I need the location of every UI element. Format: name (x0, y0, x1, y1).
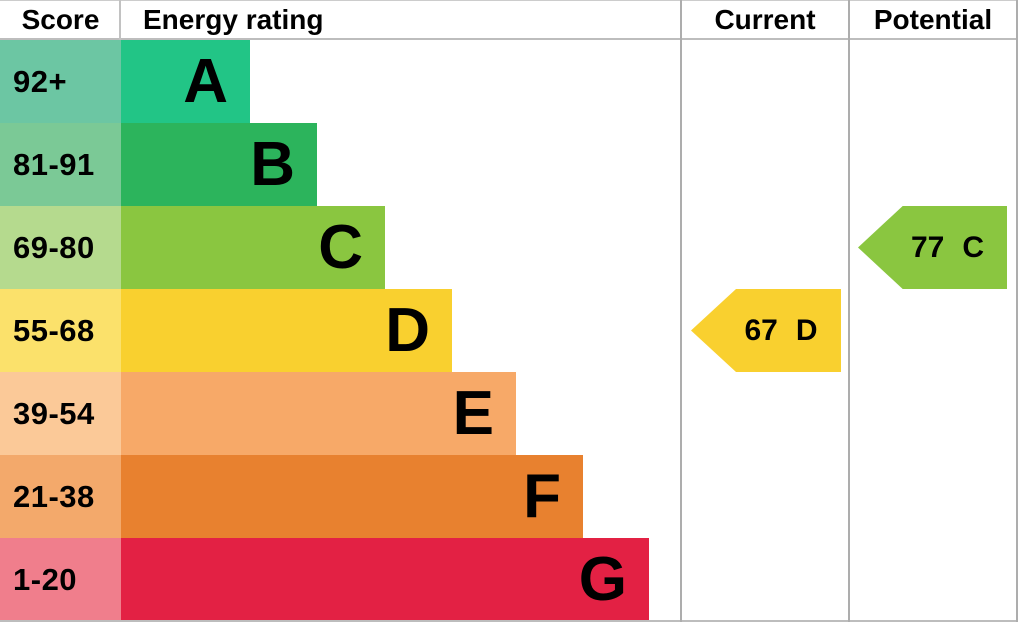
band-score-label: 55-68 (0, 289, 121, 372)
band-letter: A (183, 46, 228, 116)
band-rows: 92+ A 81-91 B 69-80 C 55-68 D 39-54 E 21… (0, 40, 649, 621)
current-column-divider (680, 0, 682, 622)
band-bar: C (121, 206, 385, 289)
band-bar: A (121, 40, 250, 123)
header-divider-line (0, 38, 1018, 40)
score-column-divider (119, 0, 121, 40)
band-row-c: 69-80 C (0, 206, 649, 289)
band-score-label: 81-91 (0, 123, 121, 206)
band-score-label: 1-20 (0, 538, 121, 621)
header-current: Current (714, 4, 816, 35)
band-bar: G (121, 538, 649, 621)
band-bar: F (121, 455, 583, 538)
potential-column-divider (848, 0, 850, 622)
current-score-value: 67 (744, 313, 778, 347)
band-letter: D (385, 295, 430, 365)
band-score-label: 39-54 (0, 372, 121, 455)
band-score-label: 21-38 (0, 455, 121, 538)
header-potential: Potential (873, 4, 993, 35)
band-row-d: 55-68 D (0, 289, 649, 372)
band-score-label: 92+ (0, 40, 121, 123)
header-score: Score (21, 4, 100, 35)
potential-score-value: 77 (910, 230, 945, 264)
band-row-b: 81-91 B (0, 123, 649, 206)
band-row-a: 92+ A (0, 40, 649, 123)
bottom-border-line (0, 620, 1018, 622)
current-rating-letter: D (795, 313, 818, 347)
top-border-line (0, 0, 1018, 1)
band-row-e: 39-54 E (0, 372, 649, 455)
band-bar: D (121, 289, 452, 372)
right-border-line (1016, 0, 1018, 622)
band-letter: F (523, 461, 561, 531)
current-rating-arrow: 67 D (691, 289, 841, 372)
potential-rating-arrow: 77 C (858, 206, 1007, 289)
band-bar: B (121, 123, 317, 206)
band-row-f: 21-38 F (0, 455, 649, 538)
band-letter: C (318, 212, 363, 282)
band-letter: G (578, 544, 627, 614)
header-energy-rating: Energy rating (143, 4, 324, 35)
chart-header: Score Energy rating Current Potential (0, 0, 1017, 40)
band-bar: E (121, 372, 516, 455)
band-letter: B (250, 129, 295, 199)
band-score-label: 69-80 (0, 206, 121, 289)
potential-rating-letter: C (962, 230, 985, 264)
band-row-g: 1-20 G (0, 538, 649, 621)
band-letter: E (452, 378, 494, 448)
